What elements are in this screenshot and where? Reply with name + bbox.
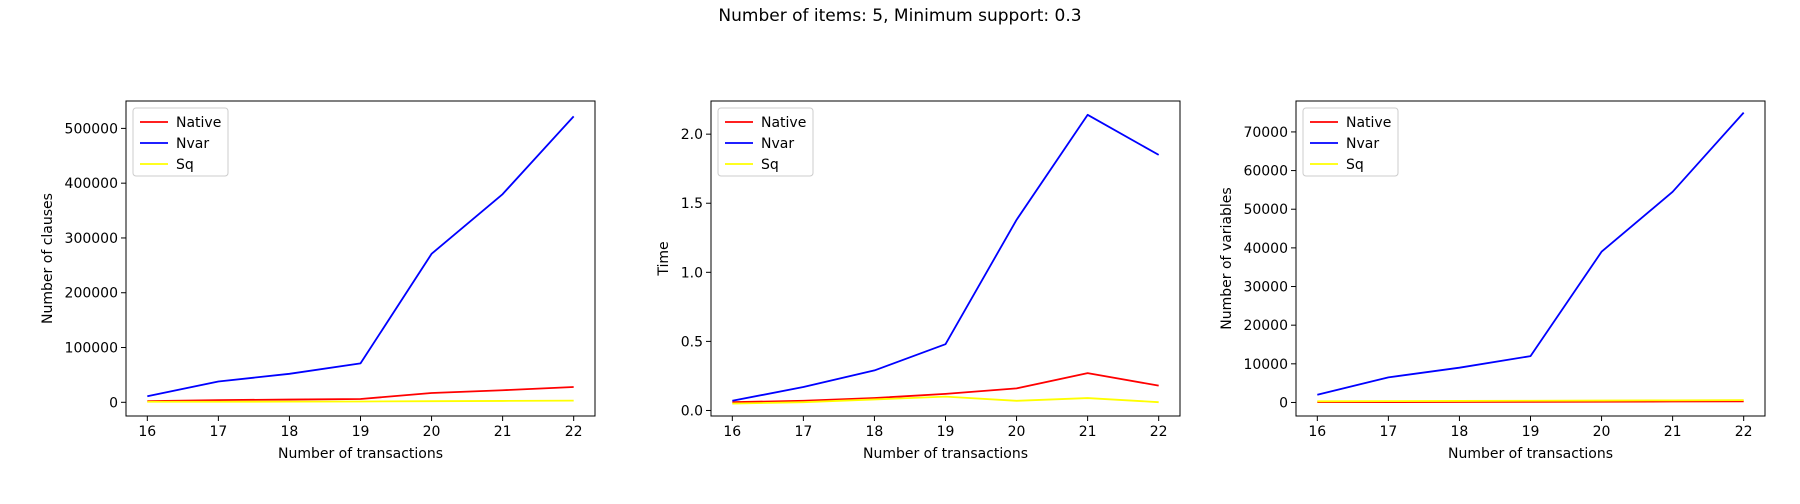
x-tick-label-variables: 21 — [1664, 424, 1682, 440]
x-tick-label-clauses: 19 — [352, 424, 370, 440]
series-line-native-clauses — [147, 386, 574, 403]
x-tick-label-time: 16 — [723, 424, 741, 440]
x-tick-label-clauses: 17 — [209, 424, 227, 440]
x-tick-label-clauses: 22 — [565, 424, 583, 440]
x-tick-label-time: 21 — [1079, 424, 1097, 440]
legend-label-native-clauses: Native — [176, 115, 221, 131]
y-tick-label-variables: 0 — [1279, 395, 1288, 411]
y-tick-label-variables: 30000 — [1243, 280, 1288, 296]
x-tick-label-variables: 17 — [1379, 424, 1397, 440]
x-tick-label-time: 18 — [866, 424, 884, 440]
x-tick-label-time: 22 — [1150, 424, 1168, 440]
y-tick-label-clauses: 200000 — [65, 286, 118, 302]
legend-label-sq-time: Sq — [761, 157, 779, 173]
legend-label-sq-clauses: Sq — [176, 157, 194, 173]
legend-box-time — [717, 107, 814, 177]
x-tick-label-clauses: 18 — [281, 424, 299, 440]
subplot-variables: 16 17 18 19 20 21 22 0 10000 20000 30000 40000 50000… — [1219, 100, 1766, 462]
series-line-nvar-variables — [1317, 111, 1745, 396]
legend-variables: Native Nvar Sq — [1302, 107, 1399, 177]
y-axis-label-clauses: Number of clauses — [40, 193, 56, 324]
legend-label-nvar-time: Nvar — [761, 136, 794, 152]
y-tick-label-variables: 20000 — [1243, 318, 1288, 334]
subplot-clauses: 16 17 18 19 20 21 22 0 100000 200000 300000 400000 5… — [40, 100, 596, 462]
x-tick-label-time: 19 — [937, 424, 955, 440]
y-tick-label-clauses: 400000 — [65, 176, 118, 192]
x-tick-label-variables: 19 — [1522, 424, 1540, 440]
y-tick-label-clauses: 0 — [109, 395, 118, 411]
x-tick-label-variables: 20 — [1593, 424, 1611, 440]
y-tick-label-time: 1.5 — [681, 196, 703, 212]
series-line-native-variables — [1317, 400, 1744, 403]
x-tick-label-clauses: 20 — [423, 424, 441, 440]
y-tick-label-variables: 60000 — [1243, 164, 1288, 180]
series-line-sq-time — [732, 395, 1159, 405]
y-tick-label-time: 0.5 — [681, 334, 703, 350]
y-tick-label-variables: 10000 — [1243, 357, 1288, 373]
figure-title: Number of items: 5, Minimum support: 0.3 — [718, 6, 1082, 26]
series-line-sq-variables — [1317, 399, 1744, 403]
x-tick-label-variables: 22 — [1735, 424, 1753, 440]
x-tick-label-clauses: 16 — [138, 424, 156, 440]
y-axis-label-variables: Number of variables — [1219, 187, 1235, 329]
series-line-nvar-clauses — [147, 115, 575, 398]
series-line-native-time — [732, 372, 1159, 404]
y-tick-label-time: 0.0 — [681, 403, 703, 419]
legend-label-nvar-clauses: Nvar — [176, 136, 209, 152]
y-tick-label-time: 2.0 — [681, 127, 703, 143]
series-line-nvar-time — [732, 113, 1160, 402]
subplot-time: 16 17 18 19 20 21 22 0.0 0.5 1.0 1.5 2.0 Number of t… — [656, 100, 1181, 462]
x-axis-label-variables: Number of transactions — [1448, 446, 1613, 462]
x-axis-label-time: Number of transactions — [863, 446, 1028, 462]
x-tick-label-time: 17 — [794, 424, 812, 440]
x-tick-label-time: 20 — [1008, 424, 1026, 440]
y-tick-label-time: 1.0 — [681, 265, 703, 281]
x-tick-label-clauses: 21 — [494, 424, 512, 440]
y-tick-label-variables: 70000 — [1243, 125, 1288, 141]
y-tick-label-clauses: 100000 — [65, 341, 118, 357]
legend-label-nvar-variables: Nvar — [1346, 136, 1379, 152]
y-tick-label-clauses: 300000 — [65, 231, 118, 247]
legend-box-variables — [1302, 107, 1399, 177]
legend-label-native-variables: Native — [1346, 115, 1391, 131]
legend-box-clauses — [132, 107, 229, 177]
x-tick-label-variables: 18 — [1451, 424, 1469, 440]
legend-label-sq-variables: Sq — [1346, 157, 1364, 173]
x-tick-label-variables: 16 — [1308, 424, 1326, 440]
legend-label-native-time: Native — [761, 115, 806, 131]
y-axis-label-time: Time — [656, 241, 672, 276]
y-tick-label-clauses: 500000 — [65, 121, 118, 137]
y-tick-label-variables: 50000 — [1243, 202, 1288, 218]
legend-time: Native Nvar Sq — [717, 107, 814, 177]
series-line-sq-clauses — [147, 399, 574, 403]
y-tick-label-variables: 40000 — [1243, 241, 1288, 257]
x-axis-label-clauses: Number of transactions — [278, 446, 443, 462]
legend-clauses: Native Nvar Sq — [132, 107, 229, 177]
